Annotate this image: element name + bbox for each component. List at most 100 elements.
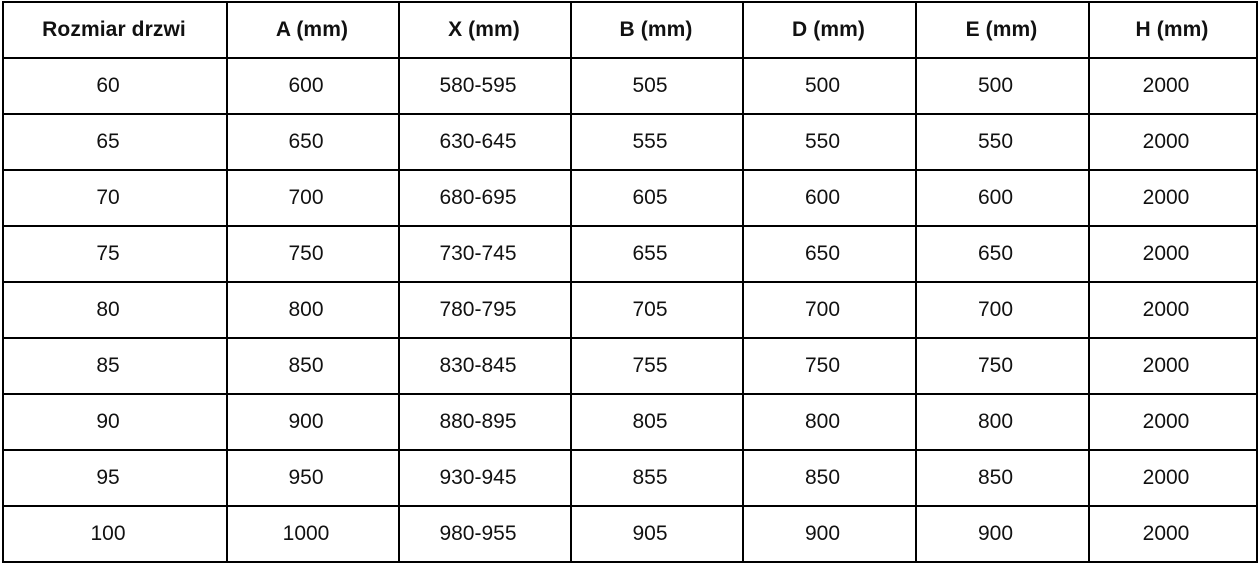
table-cell: 650	[742, 225, 917, 283]
table-cell: 2000	[1088, 449, 1258, 507]
cell-value: 750	[804, 354, 841, 377]
cell-value: 2000	[1142, 74, 1190, 97]
table-cell: 850	[226, 337, 400, 395]
column-header-label: E (mm)	[965, 18, 1038, 41]
cell-value: 980-955	[439, 522, 517, 545]
cell-value: 550	[977, 130, 1014, 153]
table-body: 60 600 580-595 505 500 500 2000 65 650 6…	[2, 57, 1258, 563]
column-header-a: A (mm)	[226, 1, 400, 59]
column-header-label: A (mm)	[275, 18, 349, 41]
cell-value: 580-595	[439, 74, 517, 97]
table-cell: 600	[915, 169, 1090, 227]
table-cell: 65	[2, 113, 228, 171]
cell-value: 655	[632, 242, 668, 265]
table-cell: 730-745	[398, 225, 572, 283]
cell-value: 850	[977, 466, 1014, 489]
table-cell: 2000	[1088, 57, 1258, 115]
column-header-label: Rozmiar drzwi	[42, 18, 186, 41]
table-cell: 580-595	[398, 57, 572, 115]
table-cell: 70	[2, 169, 228, 227]
cell-value: 1000	[282, 522, 330, 545]
table-cell: 2000	[1088, 281, 1258, 339]
table-cell: 930-945	[398, 449, 572, 507]
cell-value: 880-895	[439, 410, 517, 433]
cell-value: 930-945	[439, 466, 517, 489]
cell-value: 750	[288, 242, 324, 265]
table-cell: 100	[2, 505, 228, 563]
table-cell: 850	[915, 449, 1090, 507]
table-cell: 700	[915, 281, 1090, 339]
cell-value: 2000	[1142, 522, 1190, 545]
table-cell: 2000	[1088, 505, 1258, 563]
table-cell: 2000	[1088, 225, 1258, 283]
column-header-b: B (mm)	[570, 1, 744, 59]
column-header-d: D (mm)	[742, 1, 917, 59]
table-cell: 650	[915, 225, 1090, 283]
table-cell: 650	[226, 113, 400, 171]
cell-value: 2000	[1142, 186, 1190, 209]
cell-value: 600	[804, 186, 841, 209]
cell-value: 900	[977, 522, 1014, 545]
table-cell: 600	[226, 57, 400, 115]
cell-value: 800	[288, 298, 324, 321]
table-cell: 700	[742, 281, 917, 339]
cell-value: 70	[96, 186, 120, 209]
table-cell: 880-895	[398, 393, 572, 451]
table-cell: 850	[742, 449, 917, 507]
cell-value: 95	[96, 466, 120, 489]
table-cell: 900	[915, 505, 1090, 563]
cell-value: 80	[96, 298, 120, 321]
table-cell: 600	[742, 169, 917, 227]
table-row: 70 700 680-695 605 600 600 2000	[2, 169, 1258, 227]
table-cell: 800	[742, 393, 917, 451]
cell-value: 750	[977, 354, 1014, 377]
cell-value: 605	[632, 186, 668, 209]
cell-value: 2000	[1142, 354, 1190, 377]
table-cell: 950	[226, 449, 400, 507]
cell-value: 555	[632, 130, 668, 153]
column-header-label: X (mm)	[448, 18, 520, 41]
table-cell: 95	[2, 449, 228, 507]
cell-value: 900	[804, 522, 841, 545]
column-header-label: H (mm)	[1135, 18, 1209, 41]
cell-value: 905	[632, 522, 668, 545]
cell-value: 600	[977, 186, 1014, 209]
table-cell: 705	[570, 281, 744, 339]
column-header-rozmiar: Rozmiar drzwi	[2, 1, 228, 59]
table-cell: 75	[2, 225, 228, 283]
table-cell: 750	[226, 225, 400, 283]
table-cell: 85	[2, 337, 228, 395]
table-cell: 505	[570, 57, 744, 115]
table-cell: 500	[915, 57, 1090, 115]
table-cell: 800	[226, 281, 400, 339]
table-row: 65 650 630-645 555 550 550 2000	[2, 113, 1258, 171]
table-cell: 630-645	[398, 113, 572, 171]
table-cell: 555	[570, 113, 744, 171]
cell-value: 850	[288, 354, 324, 377]
table-row: 95 950 930-945 855 850 850 2000	[2, 449, 1258, 507]
cell-value: 850	[804, 466, 841, 489]
cell-value: 700	[288, 186, 324, 209]
table-cell: 800	[915, 393, 1090, 451]
cell-value: 650	[977, 242, 1014, 265]
table-cell: 680-695	[398, 169, 572, 227]
table-cell: 2000	[1088, 169, 1258, 227]
cell-value: 780-795	[439, 298, 517, 321]
cell-value: 500	[977, 74, 1014, 97]
table-cell: 780-795	[398, 281, 572, 339]
cell-value: 650	[804, 242, 841, 265]
table-row: 60 600 580-595 505 500 500 2000	[2, 57, 1258, 115]
table-row: 90 900 880-895 805 800 800 2000	[2, 393, 1258, 451]
table-row: 75 750 730-745 655 650 650 2000	[2, 225, 1258, 283]
cell-value: 2000	[1142, 298, 1190, 321]
table-cell: 750	[915, 337, 1090, 395]
table-cell: 500	[742, 57, 917, 115]
cell-value: 100	[90, 522, 126, 545]
table-cell: 550	[915, 113, 1090, 171]
table-cell: 700	[226, 169, 400, 227]
cell-value: 2000	[1142, 410, 1190, 433]
table-cell: 980-955	[398, 505, 572, 563]
column-header-e: E (mm)	[915, 1, 1090, 59]
cell-value: 650	[288, 130, 324, 153]
